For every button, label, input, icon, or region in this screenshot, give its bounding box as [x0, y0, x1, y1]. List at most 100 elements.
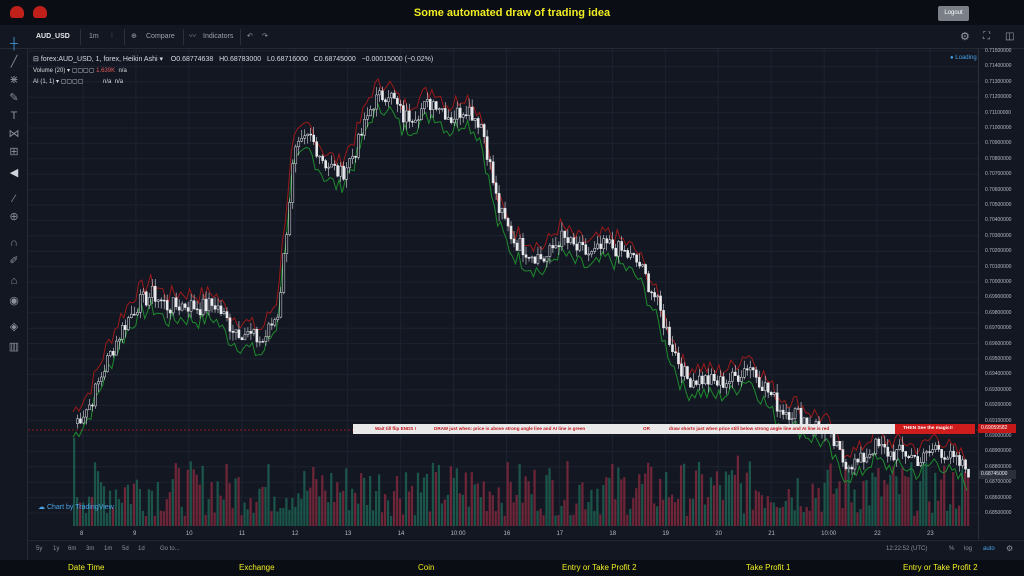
- crosshair-icon[interactable]: ┼: [10, 38, 18, 50]
- candle-body: [112, 351, 115, 356]
- volume-bar: [174, 463, 177, 526]
- volume-bar: [243, 502, 246, 526]
- candle-body: [680, 363, 683, 377]
- candle-body: [521, 238, 525, 256]
- legend-symbol[interactable]: forex:AUD_USD, 1, forex, Heikin Ashi: [40, 56, 158, 63]
- trash-icon[interactable]: ▥: [8, 341, 20, 353]
- candle-body: [150, 285, 154, 298]
- volume-bar: [763, 507, 766, 526]
- volume-bar: [192, 469, 195, 526]
- fib-icon[interactable]: ⋇: [9, 74, 19, 86]
- volume-bar: [183, 515, 186, 526]
- undo-icon[interactable]: ↶: [247, 33, 253, 40]
- price-tick-label: 0.71200000: [985, 94, 1012, 101]
- redo-icon[interactable]: ↷: [262, 33, 268, 40]
- range-6m[interactable]: 6m: [68, 546, 77, 552]
- ai-label[interactable]: AI (1, 1): [33, 79, 55, 85]
- volume-bar: [87, 496, 91, 526]
- candle-body: [103, 371, 106, 378]
- candle-body: [261, 341, 265, 343]
- goto-button[interactable]: Go to...: [160, 546, 180, 552]
- layers-icon[interactable]: ◈: [9, 321, 19, 333]
- auto-toggle[interactable]: auto: [983, 546, 995, 552]
- candle-body: [387, 97, 390, 103]
- volume-bar: [629, 508, 632, 526]
- axis-settings-icon[interactable]: ⚙: [1006, 544, 1014, 553]
- chart-pane[interactable]: [28, 49, 978, 539]
- volume-bar: [922, 462, 925, 526]
- candle-body: [192, 300, 196, 310]
- candle-body: [449, 117, 453, 123]
- candle-body: [605, 238, 609, 244]
- range-5y[interactable]: 5y: [36, 546, 43, 552]
- lock-icon[interactable]: ⌂: [10, 275, 18, 287]
- volume-bar: [440, 503, 444, 526]
- volume-bar: [955, 508, 958, 526]
- volume-bar: [898, 494, 901, 526]
- collapse-legend-icon[interactable]: ⊟: [33, 56, 39, 63]
- tradingview-watermark[interactable]: ☁ Chart by TradingView: [38, 504, 114, 511]
- volume-bar: [363, 477, 366, 526]
- log-toggle[interactable]: log: [964, 546, 973, 552]
- volume-bar: [422, 477, 426, 526]
- range-5d[interactable]: 5d: [122, 546, 129, 552]
- pattern-icon[interactable]: ⋈: [8, 128, 20, 140]
- candle-body: [728, 381, 731, 384]
- candle-body: [922, 452, 925, 463]
- volume-bar: [120, 502, 124, 526]
- volume-bar: [366, 504, 369, 526]
- ruler-icon[interactable]: ⁄: [13, 193, 15, 205]
- volume-bar: [644, 473, 647, 526]
- price-chart[interactable]: [28, 49, 978, 539]
- candle-body: [659, 295, 662, 311]
- candle-body: [617, 241, 620, 257]
- fullscreen-icon[interactable]: ⛶: [983, 31, 990, 42]
- candle-body: [276, 316, 280, 320]
- candle-body: [677, 352, 680, 365]
- volume-bar: [712, 485, 716, 526]
- candle-body: [288, 202, 292, 235]
- volume-bar: [389, 515, 393, 526]
- brush-icon[interactable]: ✎: [9, 92, 19, 104]
- volume-bar: [294, 507, 297, 526]
- compare-button[interactable]: Compare: [146, 33, 175, 40]
- measure-tools-icon[interactable]: ⊞: [9, 146, 19, 158]
- footer-take-profit: Take Profit 1: [746, 563, 791, 572]
- ai-na-2: n/a: [114, 79, 124, 85]
- lock-drawing-icon[interactable]: ✐: [9, 255, 19, 267]
- magnet-icon[interactable]: ∩: [10, 237, 18, 249]
- chart-type-icon[interactable]: ⫶: [111, 33, 113, 40]
- time-tick-label: 21: [768, 531, 775, 537]
- eye-icon[interactable]: ◉: [9, 295, 19, 307]
- symbol-search[interactable]: AUD_USD: [36, 33, 70, 40]
- candle-body: [638, 261, 641, 267]
- range-1y[interactable]: 1y: [53, 546, 60, 552]
- range-3m[interactable]: 3m: [86, 546, 95, 552]
- range-1d[interactable]: 1d: [138, 546, 145, 552]
- volume-bar: [949, 504, 952, 526]
- zoom-in-icon[interactable]: ⊕: [9, 211, 19, 223]
- volume-bar: [724, 471, 728, 526]
- indicators-button[interactable]: Indicators: [203, 33, 234, 40]
- volume-bar: [557, 515, 560, 526]
- logout-button[interactable]: Logout: [938, 6, 969, 21]
- volume-bar: [566, 461, 569, 526]
- candle-body: [252, 329, 256, 334]
- candle-body: [653, 292, 656, 298]
- trend-line-icon[interactable]: ╱: [10, 56, 18, 68]
- text-icon[interactable]: T: [10, 110, 18, 122]
- back-arrow-icon[interactable]: ◀: [9, 167, 19, 179]
- camera-icon[interactable]: ◫: [1005, 31, 1015, 42]
- clock-display[interactable]: 12:22:52 (UTC): [886, 546, 928, 552]
- candle-body: [769, 391, 773, 395]
- settings-icon[interactable]: ⚙: [960, 31, 970, 43]
- banner-highlight: THEN See the magic!!: [895, 424, 975, 434]
- candle-body: [306, 133, 310, 136]
- price-axis[interactable]: 0.71500000 0.71400000 0.71300000 0.71200000…: [978, 48, 1024, 539]
- range-1m[interactable]: 1m: [104, 546, 113, 552]
- volume-bar: [482, 481, 485, 526]
- percent-toggle[interactable]: %: [949, 546, 955, 552]
- interval-button[interactable]: 1m: [89, 33, 99, 40]
- volume-label[interactable]: Volume (20): [33, 68, 66, 74]
- candle-body: [904, 451, 908, 457]
